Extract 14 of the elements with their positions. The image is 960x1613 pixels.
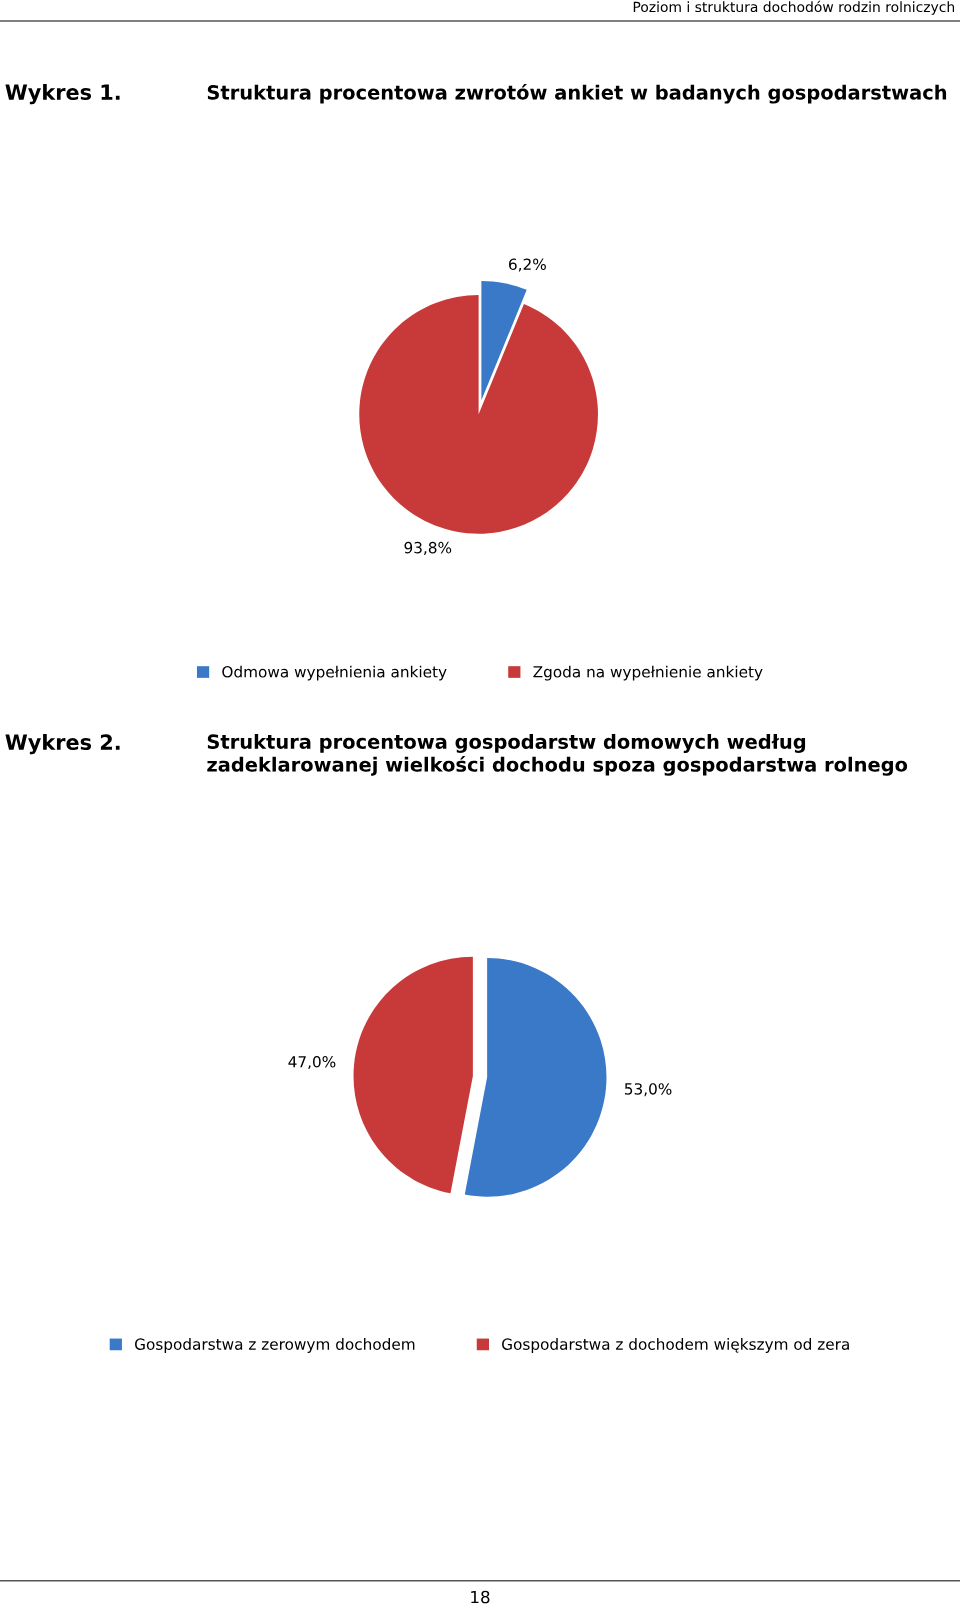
data-label: 93,8% (404, 541, 452, 555)
legend-label: Odmowa wypełnienia ankiety (222, 665, 447, 681)
text: Poziom i struktura dochodów rodzin rolniczych (633, 0, 955, 15)
data-label: 47,0% (288, 1055, 336, 1070)
chart-title: Struktura procentowa gospodarstw domowych według zadeklarowanej wielkości dochodu spoza gospodarstwa rolnego (207, 733, 908, 776)
text: Wykres 2. (5, 733, 120, 755)
legend-label: Gospodarstwa z zerowym dochodem (135, 1338, 415, 1353)
data-label: 53,0% (624, 1083, 672, 1097)
legend-label: Zgoda na wypełnienie ankiety (533, 665, 763, 681)
data-label: 6,2% (509, 258, 546, 272)
legend-label: Gospodarstwa z dochodem większym od zera (502, 1338, 849, 1353)
chart-title: Struktura procentowa zwrotów ankiet w badanych gospodarstwach (207, 83, 947, 104)
text: Wykres 1. (5, 83, 120, 105)
text: 18 (471, 1590, 490, 1604)
